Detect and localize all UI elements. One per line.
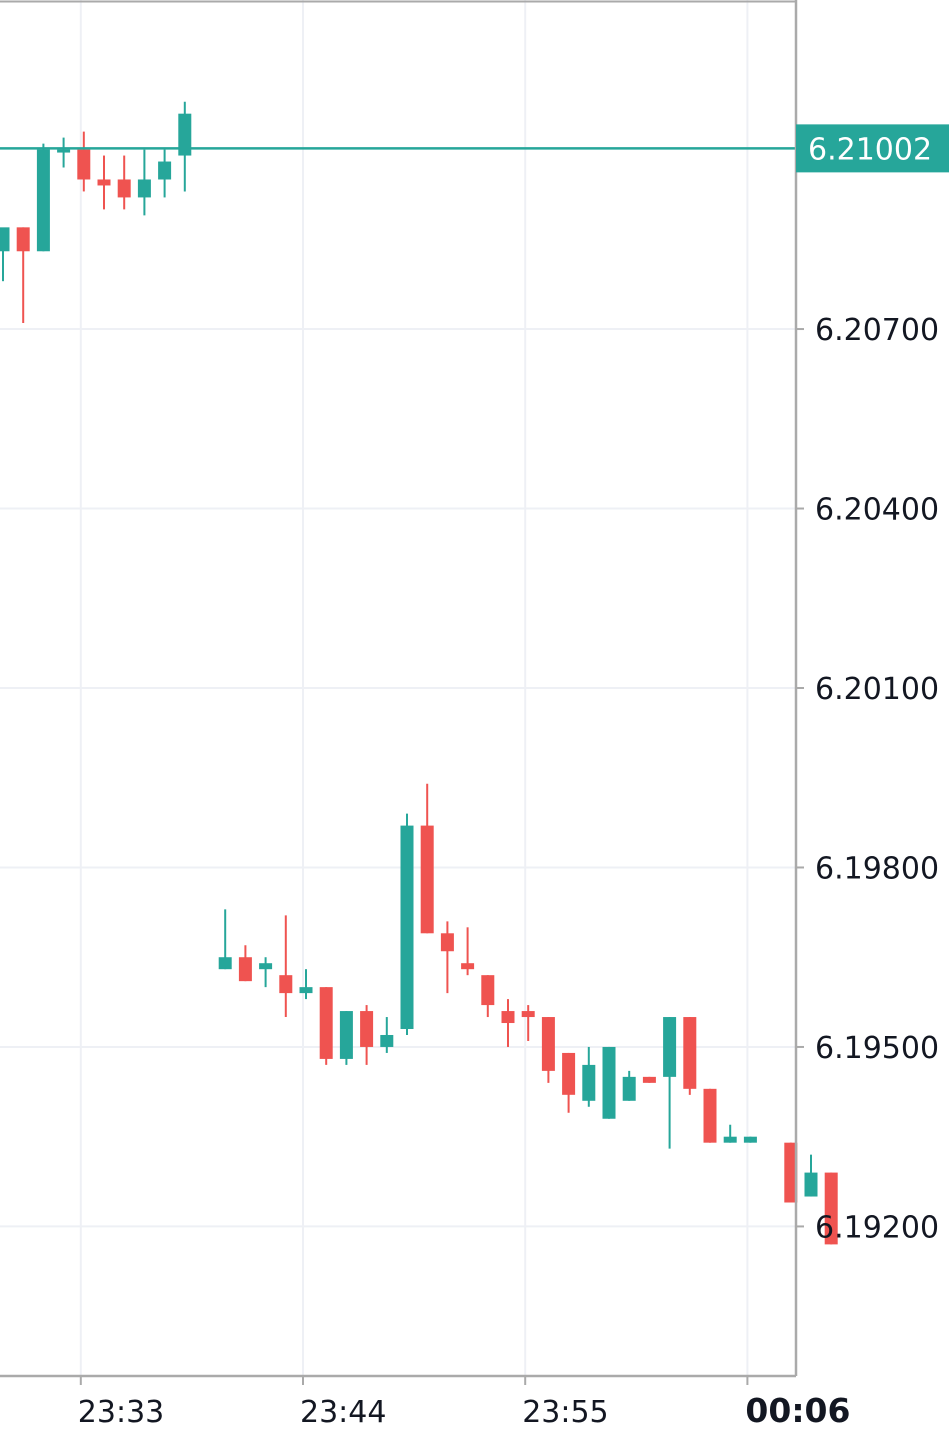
candle-body	[279, 975, 293, 994]
candle-body	[16, 227, 30, 252]
candle-body	[400, 825, 414, 1030]
candle-body	[380, 1034, 394, 1047]
candle-body	[541, 1017, 555, 1071]
last-price-badge	[796, 124, 949, 173]
y-tick-label: 6.19800	[815, 851, 939, 886]
y-tick-label: 6.19200	[815, 1210, 939, 1245]
candle-body	[481, 975, 495, 1006]
candle-body	[642, 1076, 656, 1083]
candle-body	[259, 963, 273, 970]
candle-body	[178, 113, 192, 156]
candle-body	[562, 1052, 576, 1095]
candle-body	[77, 149, 91, 180]
candle-body	[420, 825, 434, 934]
candle-body	[622, 1076, 636, 1101]
candle-body	[117, 179, 131, 198]
last-price-label: 6.21002	[808, 132, 932, 167]
candle-body	[137, 179, 151, 198]
y-tick-label: 6.19500	[815, 1031, 939, 1066]
candle-body	[360, 1011, 374, 1047]
y-tick-label: 6.20700	[815, 313, 939, 348]
candle-body	[602, 1046, 616, 1119]
candle-body	[57, 149, 71, 153]
candle-body	[501, 1011, 515, 1024]
candle-body	[299, 987, 313, 994]
candle-body	[784, 1142, 798, 1203]
candle-body	[703, 1088, 717, 1143]
y-tick-label: 6.20400	[815, 493, 939, 528]
candle-body	[0, 227, 10, 252]
x-tick-label: 00:06	[745, 1391, 850, 1430]
candle-body	[218, 957, 232, 970]
x-tick-label: 23:55	[522, 1395, 608, 1430]
candle-body	[743, 1136, 757, 1143]
candle-body	[723, 1136, 737, 1143]
x-tick-label: 23:33	[78, 1395, 164, 1430]
candle-body	[238, 957, 252, 982]
candle-body	[440, 933, 454, 952]
y-tick-label: 6.20100	[815, 672, 939, 707]
x-tick-label: 23:44	[300, 1395, 386, 1430]
candle-body	[663, 1017, 677, 1077]
candles	[0, 101, 838, 1245]
candle-body	[683, 1017, 697, 1089]
candle-body	[582, 1064, 596, 1101]
candle-body	[158, 161, 172, 180]
candle-body	[824, 1172, 838, 1245]
candle-body	[461, 963, 475, 970]
candle-body	[804, 1172, 818, 1197]
candle-body	[36, 149, 50, 252]
candle-body	[521, 1011, 535, 1018]
candle-body	[319, 987, 333, 1059]
grid-lines	[0, 0, 796, 1376]
candle-body	[97, 179, 111, 186]
candle-body	[339, 1011, 353, 1059]
